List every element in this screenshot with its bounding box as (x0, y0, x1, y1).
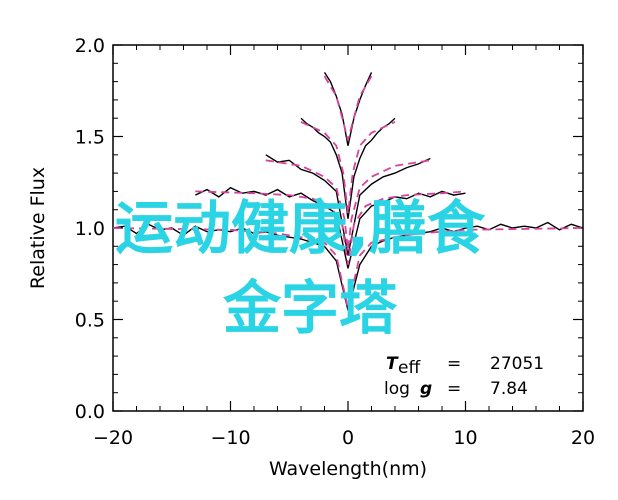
observed-spectrum-line (323, 72, 373, 146)
spectrum-lines (112, 72, 584, 311)
axis-ticks (112, 44, 584, 412)
teff-equals: = (447, 354, 461, 374)
overlay-text-line2: 金字塔 (223, 274, 398, 342)
logg-g: g (420, 379, 432, 399)
teff-value: 27051 (490, 354, 544, 374)
x-tick-label: 20 (571, 427, 595, 449)
x-tick-label: −10 (210, 427, 250, 449)
y-tick-label: 2.0 (75, 35, 105, 57)
model-fit-line (265, 159, 431, 251)
teff-symbol: T (386, 354, 399, 374)
model-fit-line (112, 227, 584, 309)
model-fit-line (195, 190, 466, 265)
x-tick-labels: −20 −10 0 10 20 (93, 427, 595, 449)
overlay-text-line1: 运动健康,膳食 (115, 194, 486, 262)
y-tick-label: 1.0 (75, 218, 105, 240)
logg-equals: = (447, 379, 461, 399)
logg-value: 7.84 (490, 379, 528, 399)
observed-spectrum-line (265, 154, 431, 256)
model-fit-line (300, 121, 396, 214)
x-tick-label: 0 (342, 427, 354, 449)
teff-subscript: eff (398, 358, 421, 378)
model-fit-line (323, 75, 373, 141)
teff-annotation: T eff = 27051 (386, 354, 544, 378)
observed-spectrum-line (300, 117, 396, 219)
y-tick-label: 1.5 (75, 127, 105, 149)
x-tick-label: 10 (453, 427, 477, 449)
logg-annotation: log g = 7.84 (384, 379, 528, 399)
y-tick-labels: 0.0 0.5 1.0 1.5 2.0 (75, 35, 105, 423)
y-axis-label: Relative Flux (27, 167, 49, 289)
y-tick-label: 0.0 (75, 401, 105, 423)
x-axis-label: Wavelength(nm) (269, 458, 427, 480)
x-tick-label: −20 (93, 427, 133, 449)
y-tick-label: 0.5 (75, 310, 105, 332)
logg-symbol: log (384, 379, 410, 399)
